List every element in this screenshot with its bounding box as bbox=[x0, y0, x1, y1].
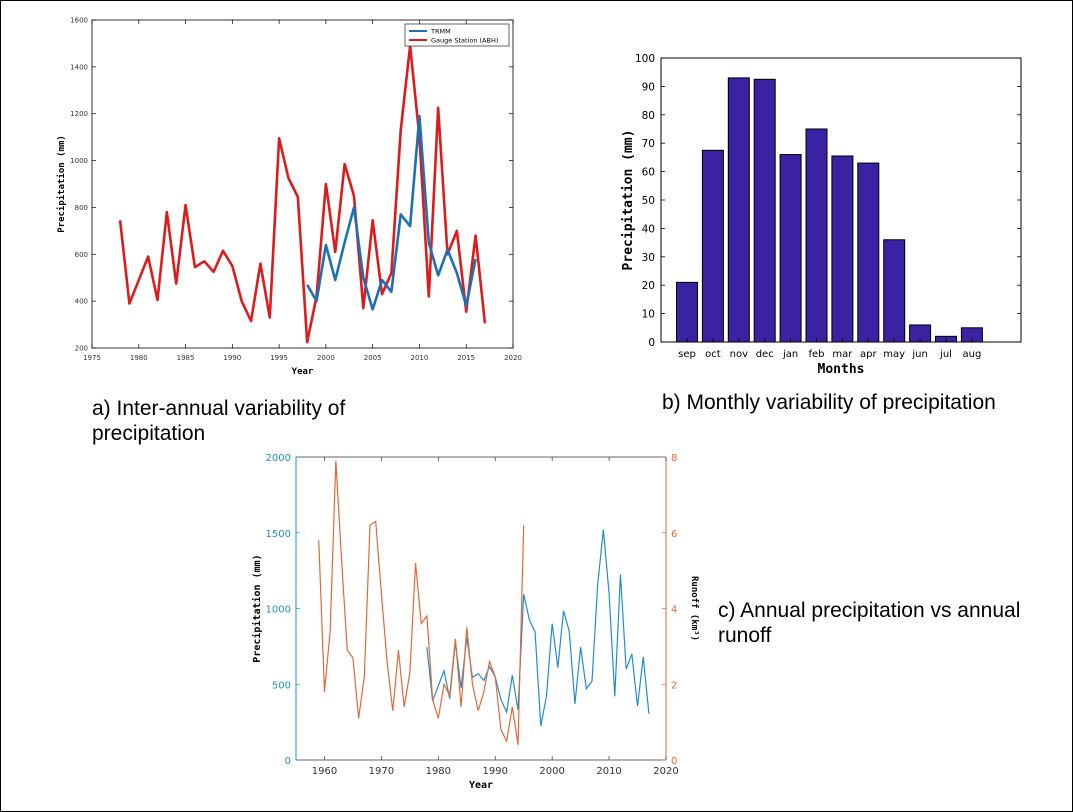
bar-jan bbox=[779, 154, 802, 343]
legend-label: TRMM bbox=[430, 28, 451, 36]
x-tick-label: 1990 bbox=[223, 354, 241, 362]
bar-oct bbox=[701, 149, 724, 343]
y-axis-label: Precipitation (mm) bbox=[251, 554, 263, 662]
x-axis-label: Year bbox=[469, 780, 493, 791]
x-tick-label: 2020 bbox=[504, 354, 522, 362]
y2-tick-label: 6 bbox=[671, 529, 677, 540]
x-tick-label: apr bbox=[860, 349, 877, 360]
x-axis-label: Year bbox=[292, 367, 314, 377]
bar-feb bbox=[805, 128, 828, 343]
bar-dec bbox=[753, 78, 776, 343]
y2-tick-label: 4 bbox=[671, 605, 677, 616]
y-tick-label: 80 bbox=[642, 110, 655, 122]
x-tick-label: jan bbox=[782, 349, 798, 360]
y-tick-label: 100 bbox=[635, 53, 655, 65]
x-tick-label: 2010 bbox=[411, 354, 429, 362]
y-tick-label: 10 bbox=[642, 309, 655, 321]
legend-box bbox=[404, 23, 510, 47]
series-line-trmm bbox=[306, 114, 477, 311]
x-tick-label: 1960 bbox=[312, 766, 337, 777]
y-tick-label: 0 bbox=[648, 337, 655, 349]
y-tick-label: 1500 bbox=[266, 529, 291, 540]
x-tick-label: oct bbox=[705, 349, 721, 360]
x-tick-label: sep bbox=[678, 349, 696, 360]
y-tick-label: 90 bbox=[642, 81, 655, 93]
bar-nov bbox=[727, 77, 750, 343]
x-tick-label: 2010 bbox=[596, 766, 621, 777]
y-tick-label: 40 bbox=[642, 223, 655, 235]
x-tick-label: may bbox=[883, 349, 905, 360]
y2-tick-label: 0 bbox=[671, 756, 677, 767]
chart-c-precip-runoff: 1960 1970 1980 1990 2000 2010 2020050010001500… bbox=[251, 453, 699, 791]
x-tick-label: mar bbox=[832, 349, 853, 360]
y-axis-label: Precipitation (mm) bbox=[56, 135, 67, 233]
y-tick-label: 500 bbox=[272, 680, 291, 691]
x-axis-label: Months bbox=[818, 362, 865, 377]
x-tick-label: 2015 bbox=[457, 354, 475, 362]
plot-area bbox=[91, 19, 514, 349]
y-tick-label: 1200 bbox=[70, 110, 88, 118]
x-tick-label: 2000 bbox=[539, 766, 564, 777]
x-tick-label: aug bbox=[962, 349, 981, 360]
x-tick-label: 2005 bbox=[364, 354, 382, 362]
y-tick-label: 70 bbox=[642, 138, 655, 150]
y-tick-label: 1400 bbox=[70, 63, 88, 71]
x-tick-label: 2020 bbox=[653, 766, 678, 777]
bar-mar bbox=[831, 155, 854, 343]
y-tick-label: 1600 bbox=[70, 17, 88, 25]
bar-apr bbox=[857, 162, 880, 343]
bar-may bbox=[883, 239, 906, 343]
x-tick-label: jul bbox=[939, 349, 952, 360]
chart-a-interannual: 1975 1980 1985 1990 1995 2000 2005 2010 2015 2020… bbox=[56, 17, 522, 378]
x-tick-label: feb bbox=[808, 349, 824, 360]
x-tick-label: 1980 bbox=[130, 354, 148, 362]
x-tick-label: 1980 bbox=[426, 766, 451, 777]
x-tick-label: dec bbox=[756, 349, 774, 360]
caption-c: c) Annual precipitation vs annual runoff bbox=[718, 599, 1021, 647]
x-tick-label: 1995 bbox=[270, 354, 288, 362]
y-tick-label: 30 bbox=[642, 252, 655, 264]
y2-tick-label: 2 bbox=[671, 680, 677, 691]
y-tick-label: 600 bbox=[75, 251, 88, 259]
y2-tick-label: 8 bbox=[671, 453, 677, 464]
y-tick-label: 50 bbox=[642, 195, 655, 207]
y-tick-label: 1000 bbox=[70, 157, 88, 165]
series-line-gauge bbox=[118, 44, 487, 344]
y2-axis-label: Runoff (km³) bbox=[689, 576, 699, 641]
y-tick-label: 0 bbox=[285, 756, 291, 767]
caption-a: a) Inter-annual variability of precipita… bbox=[92, 397, 346, 445]
legend-label: Gauge Station (ABH) bbox=[431, 37, 498, 45]
y-tick-label: 800 bbox=[75, 204, 88, 212]
x-tick-label: 1990 bbox=[483, 766, 508, 777]
x-tick-label: nov bbox=[730, 349, 748, 360]
chart-b-monthly: 0 10 20 30 40 50 60 70 80 90 100 sep oct nov dec jan feb… bbox=[621, 53, 1022, 377]
x-tick-label: 1975 bbox=[83, 354, 101, 362]
bar-sep bbox=[676, 281, 698, 343]
y-tick-label: 400 bbox=[75, 298, 88, 306]
caption-b: b) Monthly variability of precipitation bbox=[662, 391, 996, 414]
y-tick-label: 200 bbox=[75, 345, 88, 353]
y-axis-label: Precipitation (mm) bbox=[621, 130, 636, 271]
x-tick-label: jun bbox=[911, 349, 927, 360]
x-tick-label: 2000 bbox=[317, 354, 335, 362]
x-tick-label: 1970 bbox=[369, 766, 394, 777]
series-line-runoff bbox=[318, 460, 525, 745]
x-tick-label: 1985 bbox=[177, 354, 195, 362]
y-tick-label: 60 bbox=[642, 167, 655, 179]
y-tick-label: 20 bbox=[642, 280, 655, 292]
y-tick-label: 2000 bbox=[266, 453, 291, 464]
y-tick-label: 1000 bbox=[266, 605, 291, 616]
